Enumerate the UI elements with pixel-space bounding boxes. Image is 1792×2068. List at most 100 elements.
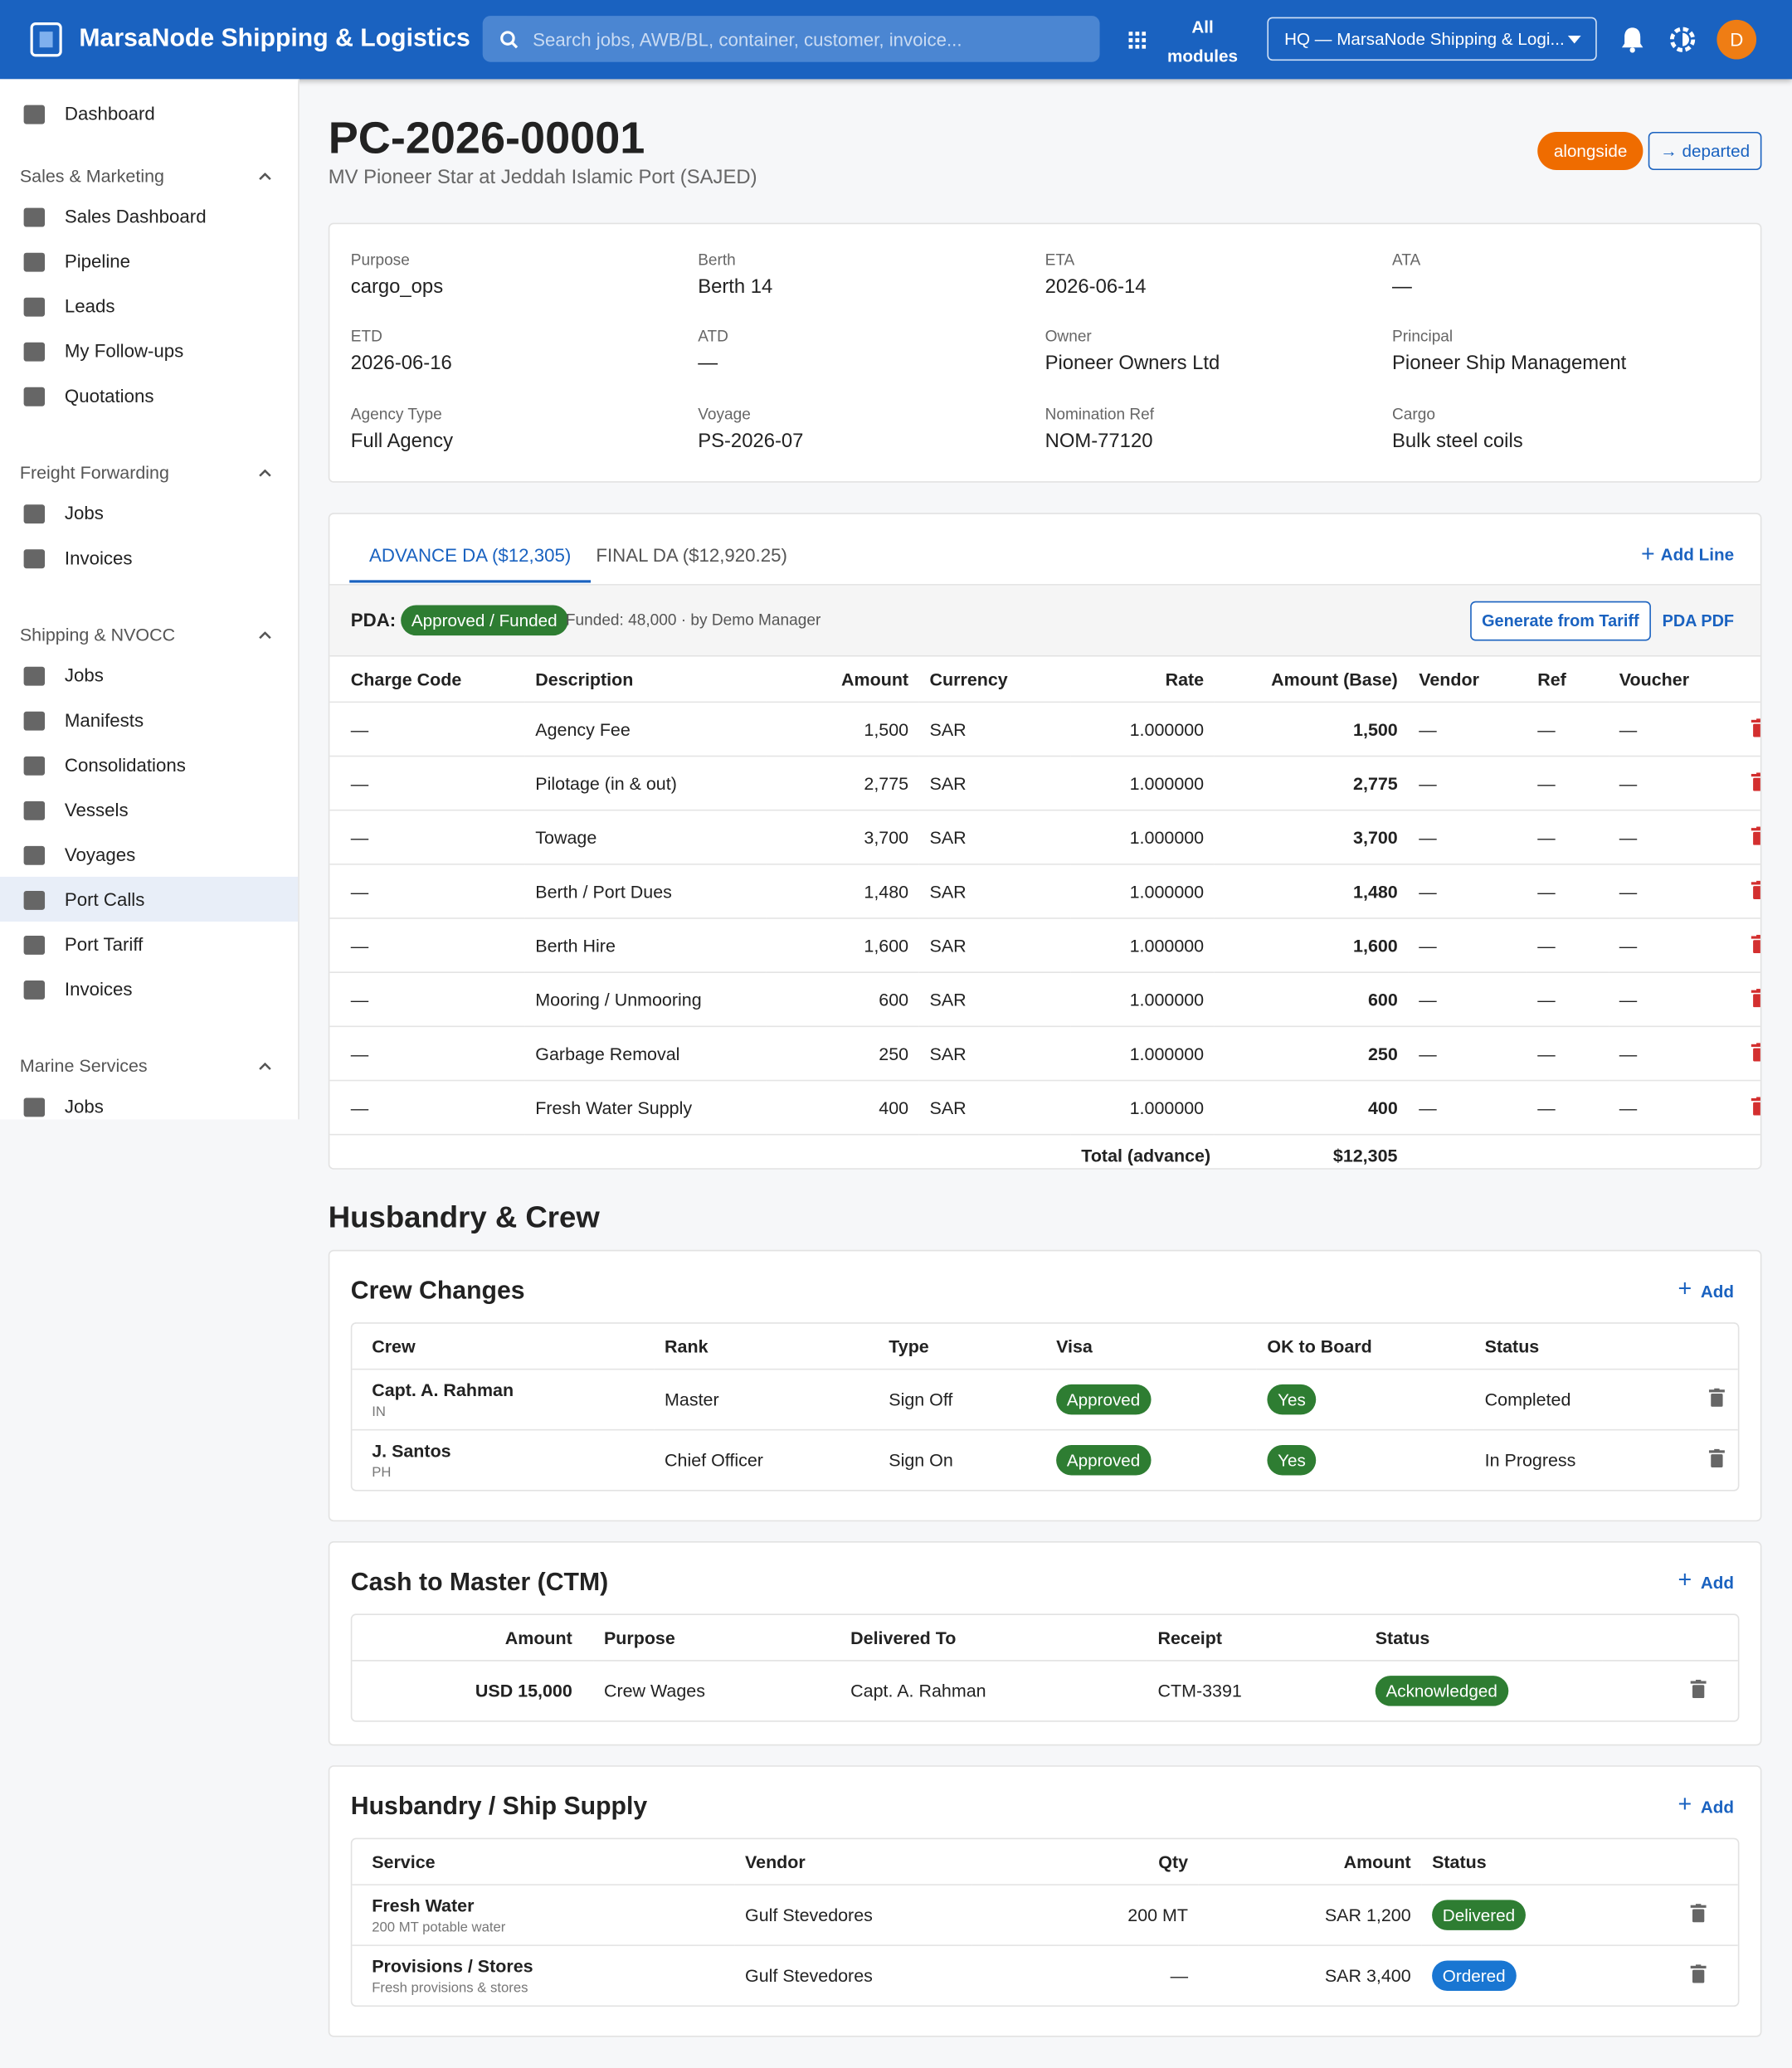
cell-text: 2,775 xyxy=(864,773,909,794)
org-select[interactable]: HQ — MarsaNode Shipping & Logi... xyxy=(1267,17,1597,61)
row: — Towage 3,700 SAR 1.000000 3,700 — — — xyxy=(329,810,1760,865)
delete-icon[interactable] xyxy=(1708,1388,1725,1407)
nav-item[interactable]: Manifests xyxy=(0,698,298,742)
apps-icon[interactable] xyxy=(1128,32,1147,49)
tab[interactable]: ADVANCE DA ($12,305) xyxy=(349,514,592,583)
nav-group-title: Shipping & NVOCC xyxy=(19,625,176,645)
cell-text: Crew Wages xyxy=(603,1681,705,1701)
badge: Delivered xyxy=(1432,1900,1526,1930)
nav-group[interactable]: Shipping & NVOCC xyxy=(0,595,298,653)
nav-item[interactable]: Jobs xyxy=(0,490,298,535)
bell-icon[interactable] xyxy=(1620,27,1644,53)
column-header: Status xyxy=(1365,1615,1603,1662)
column-header: Description xyxy=(524,656,767,703)
detail-label: Voyage xyxy=(698,404,751,423)
theme-icon[interactable] xyxy=(1669,27,1696,53)
nav-item[interactable]: Port Calls xyxy=(0,876,299,922)
delete-icon[interactable] xyxy=(1690,1679,1707,1699)
delete-icon[interactable] xyxy=(1751,988,1760,1007)
cell-text: Capt. A. Rahman xyxy=(850,1681,986,1701)
cell: 3,700 xyxy=(1214,810,1409,865)
cell: 2,775 xyxy=(766,756,919,811)
row: — Garbage Removal 250 SAR 1.000000 250 — — — xyxy=(329,1026,1760,1082)
nav-item[interactable]: Quotations xyxy=(0,373,298,418)
cell xyxy=(525,1135,767,1175)
search-box[interactable]: Search jobs, AWB/BL, container, customer… xyxy=(482,16,1100,62)
nav-item[interactable]: Jobs xyxy=(0,1083,298,1119)
depart-button[interactable]: → departed xyxy=(1648,131,1762,171)
table-body: Capt. A. Rahman IN Master Sign Off Approved Y… xyxy=(352,1369,1738,1490)
nav-item[interactable]: Leads xyxy=(0,284,298,328)
nav-item[interactable]: Invoices xyxy=(0,966,298,1011)
nav-item[interactable]: Consolidations xyxy=(0,742,298,787)
pda-bar: PDA: Approved / Funded Funded: 48,000 · by… xyxy=(329,585,1760,657)
delete-icon[interactable] xyxy=(1751,1096,1760,1115)
generate-button[interactable]: Generate from Tariff xyxy=(1469,601,1651,641)
detail-field: Agency Type Full Agency xyxy=(351,404,698,481)
nav-item[interactable]: Pipeline xyxy=(0,239,298,284)
nav-item[interactable]: Invoices xyxy=(0,535,298,580)
column-header: Charge Code xyxy=(329,656,525,703)
nav-item[interactable]: Sales Dashboard xyxy=(0,194,298,239)
delete-icon[interactable] xyxy=(1751,718,1760,737)
detail-field: ATA — xyxy=(1392,251,1739,328)
add-button[interactable]: Add xyxy=(1700,1281,1735,1302)
card-title: Crew Changes xyxy=(350,1277,525,1306)
add-button[interactable]: Add xyxy=(1700,1573,1735,1593)
collapse-icon[interactable] xyxy=(259,173,272,181)
delete-icon[interactable] xyxy=(1690,1904,1707,1923)
column-header xyxy=(1741,656,1760,703)
cell: 1.000000 xyxy=(1070,972,1215,1028)
badge: Ordered xyxy=(1432,1960,1517,1991)
nav-group[interactable]: Sales & Marketing xyxy=(0,136,298,194)
delete-icon[interactable] xyxy=(1751,934,1760,953)
detail-value: Bulk steel coils xyxy=(1392,429,1523,452)
delete-icon[interactable] xyxy=(1690,1964,1707,1983)
cell: Capt. A. Rahman xyxy=(840,1661,1147,1720)
detail-field: ETD 2026-06-16 xyxy=(351,328,698,405)
delete-icon[interactable] xyxy=(1751,1042,1760,1061)
collapse-icon[interactable] xyxy=(259,1063,272,1071)
cell: 600 xyxy=(766,972,919,1028)
cell: — xyxy=(1609,972,1741,1028)
nav-item[interactable]: Dashboard xyxy=(0,91,298,136)
add-line-button[interactable]: Add Line xyxy=(1660,544,1735,565)
cell-text: — xyxy=(1619,773,1638,794)
nav-item[interactable]: Voyages xyxy=(0,832,298,877)
tab[interactable]: FINAL DA ($12,920.25) xyxy=(596,544,787,566)
brand[interactable]: MarsaNode Shipping & Logistics xyxy=(79,25,470,53)
cell-text: Agency Fee xyxy=(535,719,631,739)
nav-label: Invoices xyxy=(64,547,133,569)
all-modules[interactable]: All modules xyxy=(1167,17,1239,66)
cell: Total (advance) xyxy=(1081,1145,1211,1165)
delete-icon[interactable] xyxy=(1751,879,1760,899)
column-header: Crew xyxy=(352,1323,655,1370)
cell: — xyxy=(1408,1080,1527,1136)
nav-icon xyxy=(23,800,46,820)
nav-item[interactable]: Port Tariff xyxy=(0,922,298,966)
collapse-icon[interactable] xyxy=(259,469,272,478)
cell: — xyxy=(329,702,525,757)
cell: 1.000000 xyxy=(1070,756,1215,811)
delete-icon[interactable] xyxy=(1708,1448,1725,1468)
nav-item[interactable]: My Follow-ups xyxy=(0,328,298,373)
avatar[interactable]: D xyxy=(1717,19,1757,60)
delete-icon[interactable] xyxy=(1751,825,1760,845)
nav-item[interactable]: Jobs xyxy=(0,653,298,698)
cell-text: SAR xyxy=(929,719,967,739)
nav-group[interactable]: Marine Services xyxy=(0,1026,298,1084)
delete-icon[interactable] xyxy=(1751,771,1760,791)
nav-icon xyxy=(23,935,46,955)
add-button[interactable]: Add xyxy=(1700,1797,1735,1817)
cell: — xyxy=(1527,1080,1609,1136)
table: Amount Purpose Delivered To Receipt Status US… xyxy=(352,1615,1738,1720)
pdf-button[interactable]: PDA PDF xyxy=(1662,611,1735,630)
cell: 600 xyxy=(1214,972,1409,1028)
detail-label: Cargo xyxy=(1392,404,1435,423)
nav-group[interactable]: Freight Forwarding xyxy=(0,432,298,490)
cell: Capt. A. Rahman IN xyxy=(352,1369,655,1431)
nav-item[interactable]: Vessels xyxy=(0,787,298,832)
cell-text: — xyxy=(350,935,369,956)
collapse-icon[interactable] xyxy=(259,631,272,640)
cell-text: 3,700 xyxy=(1353,827,1398,848)
